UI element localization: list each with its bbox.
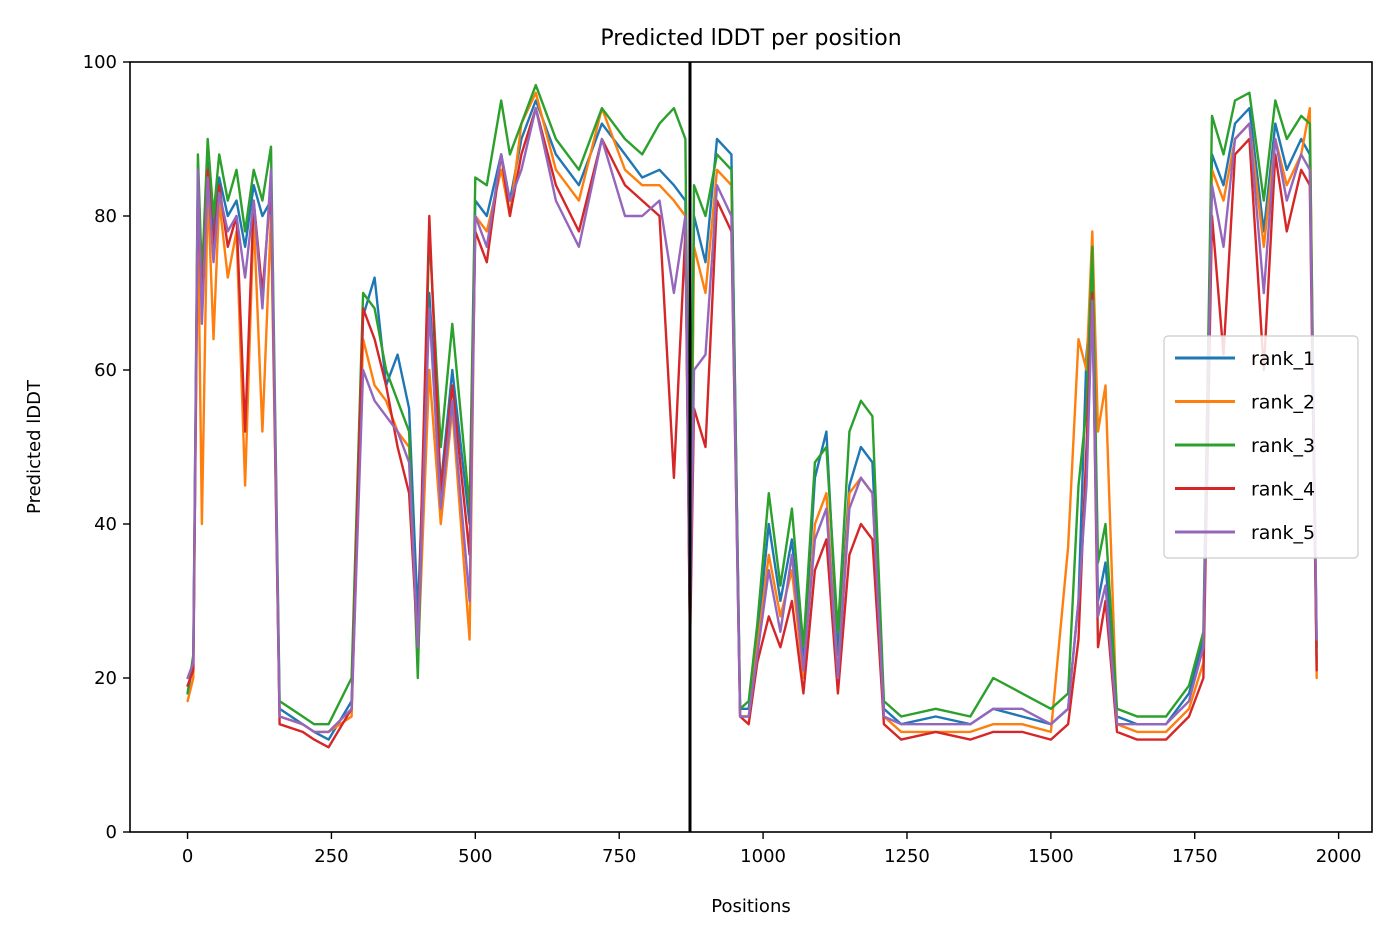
legend: rank_1 rank_2 rank_3 rank_4 rank_5: [1163, 335, 1359, 559]
x-tick-label: 1500: [1028, 846, 1074, 867]
x-tick-label: 500: [458, 846, 492, 867]
x-tick-label: 750: [602, 846, 636, 867]
series-line-rank-3: [186, 83, 1318, 726]
y-tick-label: 100: [83, 52, 117, 73]
y-axis-ticks: 0 20 40 60 80 100: [83, 52, 130, 843]
x-tick-label: 1750: [1172, 846, 1218, 867]
legend-label-rank-5: rank_5: [1251, 522, 1315, 544]
y-tick-label: 80: [94, 206, 117, 227]
x-tick-label: 1250: [884, 846, 930, 867]
y-tick-label: 40: [94, 514, 117, 535]
legend-label-rank-1: rank_1: [1251, 348, 1315, 370]
y-axis-label: Predicted lDDT: [24, 379, 45, 514]
x-tick-label: 0: [182, 846, 193, 867]
plot-frame: [129, 61, 1373, 833]
legend-items: rank_1 rank_2 rank_3 rank_4 rank_5: [1175, 348, 1315, 544]
x-tick-label: 250: [314, 846, 348, 867]
x-tick-label: 2000: [1316, 846, 1362, 867]
chart-title: Predicted lDDT per position: [600, 26, 901, 51]
legend-label-rank-4: rank_4: [1251, 479, 1315, 501]
legend-label-rank-3: rank_3: [1251, 435, 1315, 457]
x-axis-ticks: 0 250 500 750 1000 1250 1500 1750 2000: [182, 832, 1362, 867]
y-tick-label: 60: [94, 360, 117, 381]
legend-box: [1163, 335, 1359, 559]
legend-label-rank-2: rank_2: [1251, 392, 1315, 414]
x-axis-label: Positions: [711, 896, 790, 917]
series-layer: [186, 83, 1318, 749]
x-tick-label: 1000: [740, 846, 786, 867]
series-line-rank-5: [186, 106, 1318, 734]
y-tick-label: 20: [94, 668, 117, 689]
y-tick-label: 0: [106, 822, 117, 843]
